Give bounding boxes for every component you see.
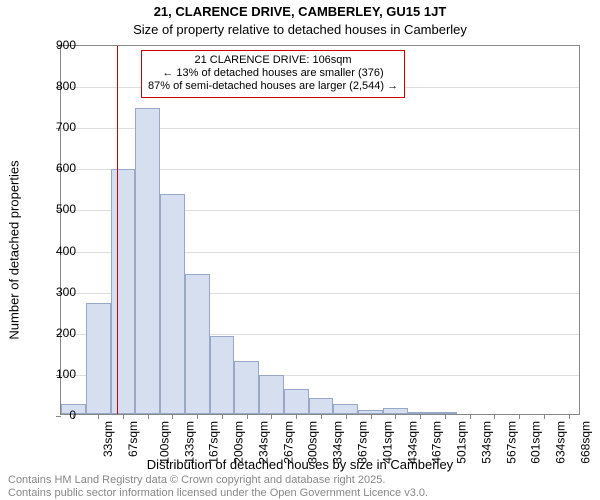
- histogram-bar: [210, 336, 235, 414]
- chart-subtitle: Size of property relative to detached ho…: [0, 22, 600, 37]
- annotation-line: ← 13% of detached houses are smaller (37…: [148, 67, 398, 80]
- annotation-line: 87% of semi-detached houses are larger (…: [148, 80, 398, 93]
- x-tick: [395, 414, 396, 419]
- y-tick-label: 100: [56, 367, 76, 381]
- x-tick: [321, 414, 322, 419]
- histogram-bar: [86, 303, 111, 414]
- x-tick: [222, 414, 223, 419]
- x-tick: [371, 414, 372, 419]
- x-axis-label: Distribution of detached houses by size …: [0, 457, 600, 472]
- annotation-line: 21 CLARENCE DRIVE: 106sqm: [148, 54, 398, 67]
- histogram-bar: [284, 389, 309, 414]
- histogram-bar: [111, 169, 136, 414]
- histogram-bar: [259, 375, 284, 414]
- x-tick: [445, 414, 446, 419]
- y-tick-label: 600: [56, 161, 76, 175]
- y-tick-label: 500: [56, 202, 76, 216]
- x-tick: [98, 414, 99, 419]
- y-tick-label: 0: [69, 408, 76, 422]
- histogram-bar: [135, 108, 160, 414]
- y-tick-label: 400: [56, 244, 76, 258]
- attribution-line-2: Contains public sector information licen…: [8, 487, 428, 499]
- x-tick: [247, 414, 248, 419]
- y-tick: [56, 416, 61, 417]
- histogram-bar: [185, 274, 210, 414]
- attribution-line-1: Contains HM Land Registry data © Crown c…: [8, 474, 385, 486]
- x-tick-label: 67sqm: [126, 421, 140, 457]
- y-tick-label: 200: [56, 326, 76, 340]
- histogram-bar: [160, 194, 185, 414]
- x-tick: [420, 414, 421, 419]
- y-tick-label: 300: [56, 285, 76, 299]
- plot-area: 21 CLARENCE DRIVE: 106sqm← 13% of detach…: [60, 45, 580, 415]
- property-size-chart: 21, CLARENCE DRIVE, CAMBERLEY, GU15 1JT …: [0, 0, 600, 500]
- x-tick: [296, 414, 297, 419]
- histogram-bar: [234, 361, 259, 414]
- y-tick-label: 900: [56, 38, 76, 52]
- property-marker-line: [117, 46, 118, 414]
- histogram-bar: [309, 398, 334, 414]
- x-tick: [346, 414, 347, 419]
- annotation-box: 21 CLARENCE DRIVE: 106sqm← 13% of detach…: [141, 50, 405, 98]
- x-tick: [123, 414, 124, 419]
- x-tick: [519, 414, 520, 419]
- y-axis-label: Number of detached properties: [7, 160, 22, 339]
- x-tick: [544, 414, 545, 419]
- x-tick: [470, 414, 471, 419]
- y-tick-label: 800: [56, 79, 76, 93]
- y-tick-label: 700: [56, 120, 76, 134]
- x-tick: [148, 414, 149, 419]
- chart-title: 21, CLARENCE DRIVE, CAMBERLEY, GU15 1JT: [0, 4, 600, 19]
- x-tick: [271, 414, 272, 419]
- x-tick: [494, 414, 495, 419]
- x-tick-label: 33sqm: [101, 421, 115, 457]
- x-tick: [172, 414, 173, 419]
- histogram-bar: [333, 404, 358, 414]
- x-tick: [197, 414, 198, 419]
- x-tick: [569, 414, 570, 419]
